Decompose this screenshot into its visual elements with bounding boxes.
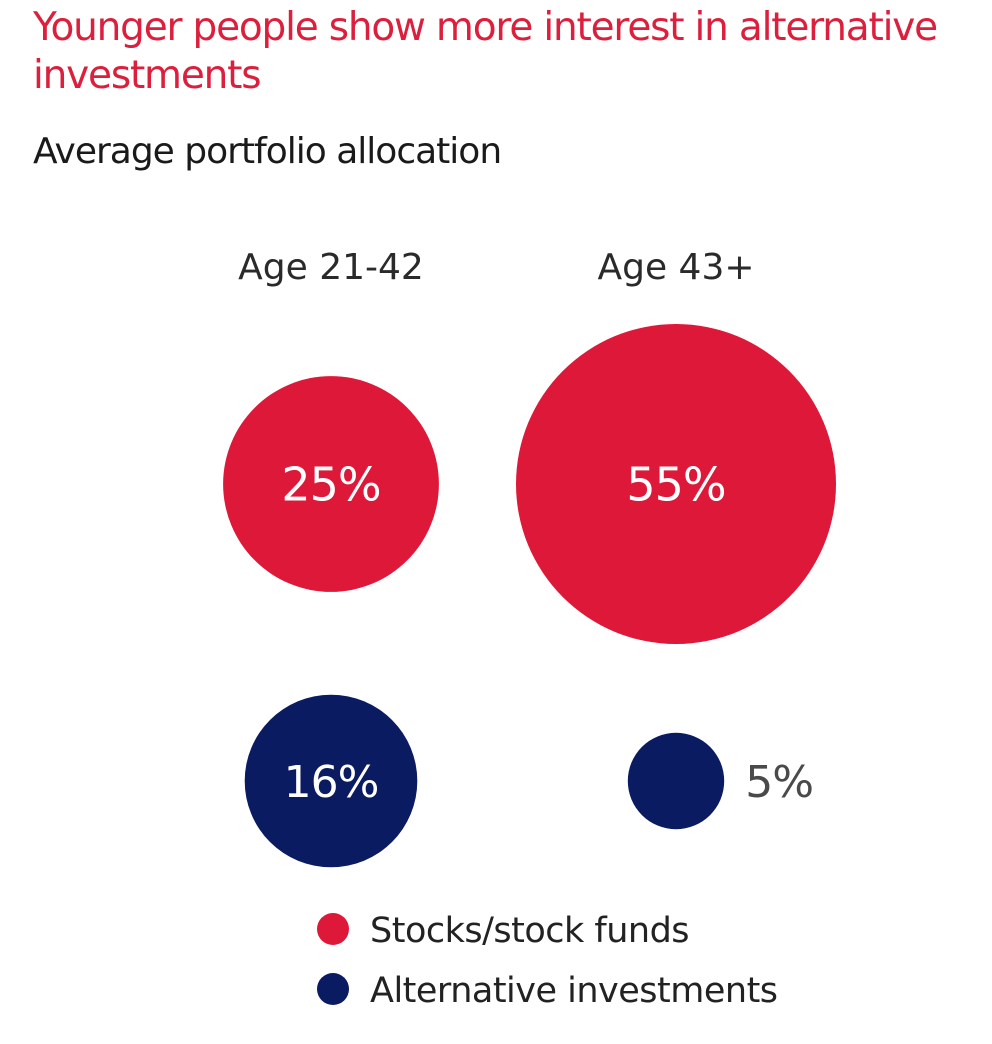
value-label-stocks-stock-funds-age-43: 55% [626, 458, 725, 512]
legend-swatch-alternative-investments [317, 973, 349, 1005]
legend-label-stocks-stock-funds: Stocks/stock funds [370, 911, 689, 951]
value-label-alternative-investments-age-21-42: 16% [284, 757, 379, 808]
value-label-alternative-investments-age-43: 5% [745, 757, 813, 808]
legend-label-alternative-investments: Alternative investments [370, 971, 778, 1011]
bubble-stocks-stock-funds-age-43 [516, 324, 836, 644]
chart-title: Younger people show more interest in alt… [33, 5, 938, 98]
chart-subtitle: Average portfolio allocation [33, 131, 502, 172]
bubble-stocks-stock-funds-age-21-42 [223, 376, 439, 592]
group-label-age-43: Age 43+ [597, 247, 754, 288]
value-label-stocks-stock-funds-age-21-42: 25% [281, 458, 380, 512]
legend-swatch-stocks-stock-funds [317, 913, 349, 945]
bubble-alternative-investments-age-21-42 [244, 694, 418, 868]
bubble-alternative-investments-age-43 [627, 732, 725, 830]
group-label-age-21-42: Age 21-42 [238, 247, 424, 288]
